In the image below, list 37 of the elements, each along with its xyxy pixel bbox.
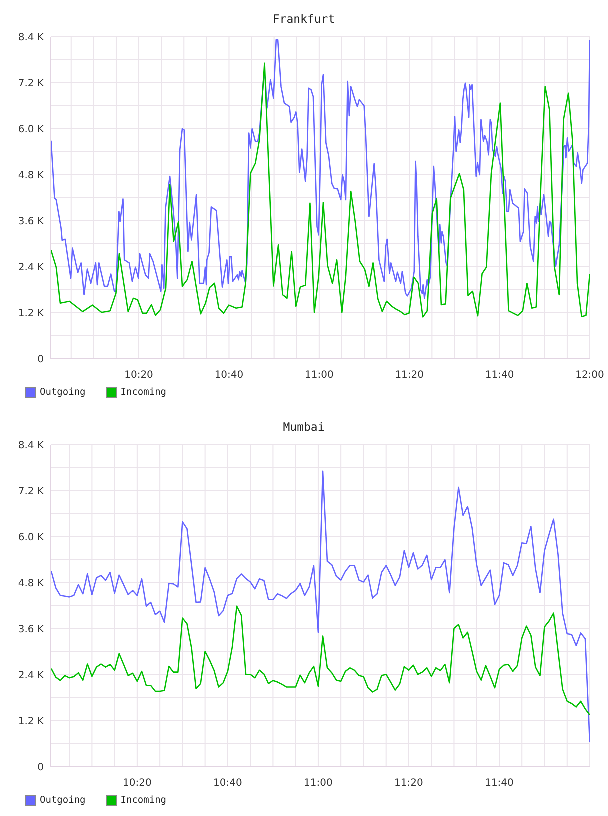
- chart-title: Mumbai: [282, 420, 326, 434]
- x-tick-label: 10:20: [124, 370, 154, 382]
- x-tick-label: 11:40: [485, 370, 514, 382]
- y-tick-label: 2.4 K: [18, 262, 44, 274]
- y-tick-label: 0: [38, 354, 44, 366]
- x-tick-label: 10:40: [214, 370, 244, 382]
- x-tick-label: 11:20: [394, 778, 424, 790]
- legend-label: Outgoing: [40, 387, 86, 398]
- x-tick-label: 11:40: [485, 778, 514, 790]
- x-tick-label: 11:00: [305, 370, 334, 382]
- y-tick-label: 3.6 K: [18, 624, 44, 636]
- line-series: [51, 606, 590, 716]
- legend-label: Incoming: [120, 387, 167, 398]
- x-tick-label: 10:20: [123, 778, 152, 790]
- y-tick-label: 2.4 K: [18, 670, 44, 682]
- y-tick-label: 8.4 K: [18, 32, 44, 44]
- y-tick-label: 4.8 K: [18, 578, 44, 590]
- y-tick-label: 8.4 K: [18, 440, 44, 452]
- y-tick-label: 7.2 K: [18, 486, 44, 498]
- y-tick-label: 4.8 K: [18, 170, 44, 182]
- legend-label: Outgoing: [40, 795, 86, 806]
- x-tick-label: 11:00: [304, 778, 333, 790]
- y-tick-label: 1.2 K: [18, 716, 44, 728]
- line-series: [51, 39, 590, 300]
- y-tick-label: 1.2 K: [18, 308, 44, 320]
- x-tick-label: 12:00: [576, 370, 604, 382]
- y-tick-label: 7.2 K: [18, 78, 44, 90]
- x-tick-label: 10:40: [214, 778, 242, 790]
- y-tick-label: 6.0 K: [18, 532, 44, 544]
- x-tick-label: 11:20: [395, 370, 424, 382]
- line-series: [51, 470, 590, 744]
- line-series: [51, 62, 590, 318]
- y-tick-label: 0: [38, 762, 44, 774]
- legend-label: Incoming: [120, 795, 167, 806]
- y-tick-label: 3.6 K: [18, 216, 44, 228]
- chart-title: Frankfurt: [272, 12, 336, 26]
- y-tick-label: 6.0 K: [18, 124, 44, 136]
